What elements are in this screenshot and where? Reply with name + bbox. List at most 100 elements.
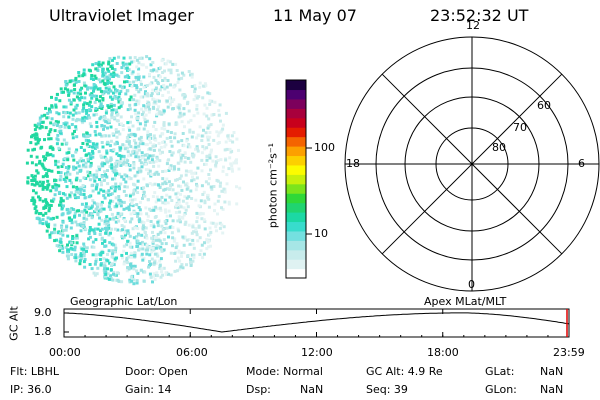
aurora-pixel (99, 63, 103, 67)
aurora-pixel (44, 106, 48, 110)
aurora-pixel (46, 185, 50, 189)
aurora-pixel (191, 259, 195, 263)
mode-info: Mode: Normal (246, 365, 323, 378)
aurora-pixel (202, 252, 206, 256)
aurora-pixel (134, 112, 138, 116)
aurora-pixel (180, 139, 184, 143)
aurora-pixel (162, 140, 166, 144)
aurora-pixel (106, 169, 109, 172)
aurora-pixel (232, 131, 236, 134)
aurora-pixel (184, 169, 188, 173)
aurora-pixel (102, 264, 106, 268)
aurora-pixel (79, 229, 83, 233)
aurora-pixel (104, 272, 108, 276)
aurora-pixel (74, 127, 78, 131)
aurora-pixel (87, 152, 91, 156)
aurora-pixel (34, 132, 38, 136)
aurora-pixel (137, 144, 141, 148)
aurora-pixel (109, 274, 112, 278)
aurora-pixel (86, 205, 90, 209)
aurora-pixel (212, 185, 216, 188)
aurora-pixel (167, 158, 171, 162)
aurora-pixel (164, 242, 168, 246)
aurora-pixel (134, 75, 138, 79)
aurora-pixel (122, 225, 126, 229)
aurora-pixel (105, 224, 109, 228)
aurora-pixel (215, 222, 219, 226)
aurora-pixel (110, 166, 114, 170)
aurora-pixel (133, 56, 137, 59)
aurora-pixel (219, 181, 222, 185)
aurora-pixel (94, 238, 98, 242)
aurora-pixel (64, 80, 68, 83)
aurora-pixel (223, 148, 227, 152)
aurora-pixel (139, 212, 143, 216)
aurora-pixel (86, 144, 90, 148)
aurora-pixel (167, 169, 171, 172)
aurora-pixel (163, 219, 167, 223)
aurora-pixel (176, 73, 180, 77)
aurora-pixel (95, 98, 99, 101)
aurora-pixel (99, 229, 102, 233)
colorbar-segment (286, 193, 306, 204)
aurora-pixel (202, 128, 205, 132)
aurora-pixel (98, 233, 102, 236)
aurora-pixel (121, 128, 125, 132)
aurora-pixel (68, 172, 72, 176)
aurora-pixel (152, 225, 156, 229)
aurora-pixel (68, 79, 72, 83)
aurora-pixel (92, 201, 96, 205)
aurora-pixel (72, 167, 76, 171)
aurora-pixel (121, 157, 125, 161)
aurora-pixel (79, 146, 83, 149)
colorbar-segment (286, 268, 306, 279)
aurora-pixel (177, 106, 181, 110)
aurora-pixel (150, 236, 154, 240)
aurora-pixel (203, 162, 206, 166)
aurora-pixel (139, 57, 143, 60)
aurora-pixel (196, 166, 200, 170)
aurora-pixel (168, 60, 172, 64)
aurora-pixel (191, 175, 194, 179)
aurora-pixel (126, 239, 130, 243)
aurora-pixel (94, 253, 98, 257)
aurora-pixel (104, 229, 108, 233)
aurora-pixel (72, 158, 76, 162)
aurora-pixel (113, 227, 117, 231)
aurora-pixel (206, 138, 210, 142)
aurora-pixel (207, 177, 211, 181)
aurora-pixel (187, 238, 191, 241)
aurora-pixel (155, 274, 159, 278)
aurora-pixel (105, 151, 109, 155)
aurora-pixel (112, 216, 116, 220)
aurora-pixel (159, 245, 163, 249)
aurora-pixel (98, 216, 101, 220)
aurora-pixel (135, 78, 138, 82)
colorbar-frame (285, 79, 307, 279)
aurora-pixel (109, 72, 113, 76)
aurora-pixel (83, 245, 86, 249)
aurora-pixel (107, 233, 111, 237)
aurora-pixel (125, 66, 129, 70)
aurora-pixel (195, 107, 199, 111)
aurora-pixel (164, 271, 168, 275)
aurora-pixel (99, 188, 103, 192)
aurora-pixel (75, 189, 78, 193)
aurora-pixel (42, 166, 46, 170)
aurora-pixel (180, 188, 184, 192)
glon-value: NaN (540, 383, 564, 396)
aurora-pixel (136, 120, 140, 124)
aurora-pixel (175, 196, 179, 200)
aurora-pixel (124, 62, 128, 66)
colorbar-tick-label-100: 100 (314, 141, 335, 154)
aurora-pixel (38, 198, 42, 202)
aurora-pixel (106, 160, 109, 164)
aurora-pixel (117, 74, 121, 78)
aurora-pixel (103, 174, 107, 178)
aurora-pixel (136, 179, 140, 183)
aurora-pixel (134, 237, 138, 241)
aurora-pixel (158, 110, 162, 114)
aurora-pixel (148, 262, 152, 266)
aurora-pixel (103, 220, 107, 224)
aurora-pixel (210, 187, 214, 191)
